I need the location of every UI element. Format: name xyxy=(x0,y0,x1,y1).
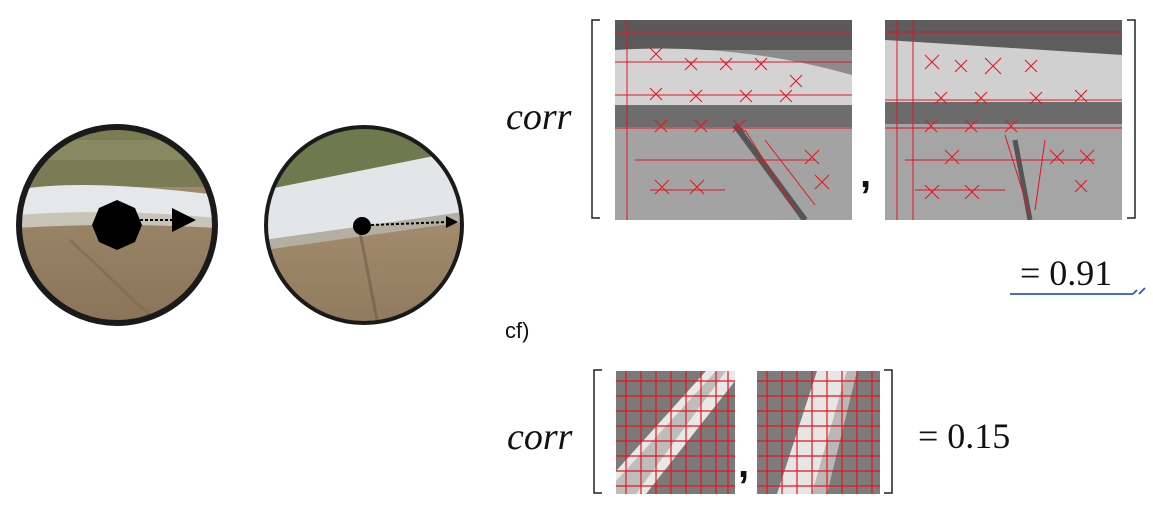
bracket-pair-bottom xyxy=(593,369,893,494)
feature-patch-bottom-left xyxy=(616,371,735,494)
separator-comma-bottom: , xyxy=(738,442,750,486)
separator-comma-top: , xyxy=(860,152,872,196)
feature-patch-bottom-right xyxy=(757,371,880,494)
corr-label-bottom: corr xyxy=(507,416,573,458)
circular-patch-left xyxy=(16,124,218,326)
feature-patch-top-right xyxy=(885,20,1122,220)
result-top: = 0.91 xyxy=(1020,253,1113,293)
result-bottom: = 0.15 xyxy=(918,416,1011,456)
circular-patch-right xyxy=(264,125,464,325)
feature-patch-top-left xyxy=(615,20,852,220)
corr-label-top: corr xyxy=(506,96,572,138)
circular-patches xyxy=(16,124,464,326)
bracket-pair-top xyxy=(591,19,1136,219)
result-underline-annotation xyxy=(1010,287,1146,295)
compare-label: cf) xyxy=(505,318,530,343)
